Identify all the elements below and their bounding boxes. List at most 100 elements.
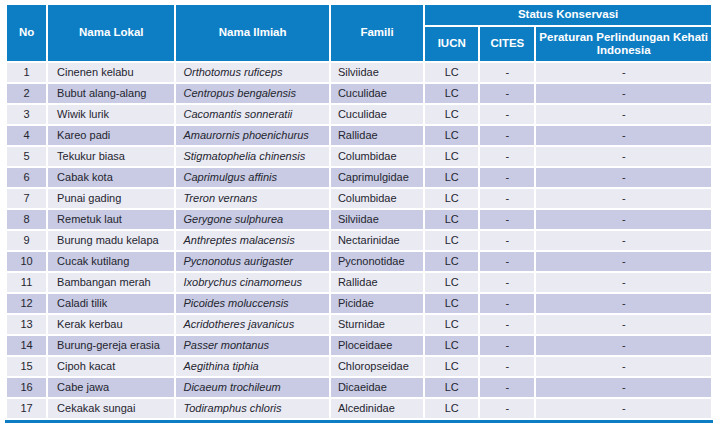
cell-iucn: LC (425, 189, 478, 208)
cell-famili: Alcedinidae (331, 399, 423, 418)
table-row: 8 Remetuk laut Gerygone sulphurea Silvii… (7, 210, 711, 229)
cell-famili: Rallidae (331, 273, 423, 292)
cell-famili: Caprimulgidae (331, 168, 423, 187)
cell-nama-ilmiah: Stigmatophelia chinensis (176, 147, 328, 166)
cell-famili: Cuculidae (331, 84, 423, 103)
table-row: 13 Kerak kerbau Acridotheres javanicus S… (7, 315, 711, 334)
cell-nama-ilmiah: Pycnonotus aurigaster (176, 252, 328, 271)
cell-peraturan: - (536, 315, 711, 334)
table-row: 17 Cekakak sungai Todiramphus chloris Al… (7, 399, 711, 418)
cell-no: 5 (7, 147, 46, 166)
cell-nama-lokal: Cucak kutilang (48, 252, 174, 271)
header-iucn: IUCN (425, 27, 478, 61)
header-nama-ilmiah: Nama Ilmiah (176, 5, 328, 61)
cell-nama-lokal: Cinenen kelabu (48, 63, 174, 82)
cell-famili: Dicaeidae (331, 378, 423, 397)
cell-peraturan: - (536, 273, 711, 292)
cell-iucn: LC (425, 357, 478, 376)
cell-nama-ilmiah: Aegithina tiphia (176, 357, 328, 376)
table-row: 3 Wiwik lurik Cacomantis sonneratii Cucu… (7, 105, 711, 124)
cell-nama-ilmiah: Todiramphus chloris (176, 399, 328, 418)
cell-peraturan: - (536, 252, 711, 271)
cell-cites: - (480, 315, 534, 334)
table-header: No Nama Lokal Nama Ilmiah Famili Status … (7, 5, 711, 61)
cell-iucn: LC (425, 294, 478, 313)
cell-cites: - (480, 126, 534, 145)
cell-no: 1 (7, 63, 46, 82)
cell-peraturan: - (536, 231, 711, 250)
cell-cites: - (480, 294, 534, 313)
cell-nama-ilmiah: Picoides moluccensis (176, 294, 328, 313)
cell-peraturan: - (536, 210, 711, 229)
table-row: 9 Burung madu kelapa Anthreptes malacens… (7, 231, 711, 250)
cell-iucn: LC (425, 315, 478, 334)
cell-no: 9 (7, 231, 46, 250)
cell-nama-ilmiah: Dicaeum trochileum (176, 378, 328, 397)
cell-nama-lokal: Burung madu kelapa (48, 231, 174, 250)
cell-cites: - (480, 105, 534, 124)
cell-famili: Pycnonotidae (331, 252, 423, 271)
cell-nama-lokal: Bubut alang-alang (48, 84, 174, 103)
cell-iucn: LC (425, 273, 478, 292)
cell-cites: - (480, 210, 534, 229)
cell-nama-lokal: Burung-gereja erasia (48, 336, 174, 355)
cell-iucn: LC (425, 231, 478, 250)
cell-no: 14 (7, 336, 46, 355)
cell-famili: Columbidae (331, 147, 423, 166)
table-row: 2 Bubut alang-alang Centropus bengalensi… (7, 84, 711, 103)
cell-peraturan: - (536, 378, 711, 397)
cell-cites: - (480, 399, 534, 418)
cell-peraturan: - (536, 84, 711, 103)
cell-cites: - (480, 252, 534, 271)
cell-iucn: LC (425, 84, 478, 103)
cell-peraturan: - (536, 294, 711, 313)
cell-famili: Silviidae (331, 63, 423, 82)
cell-cites: - (480, 84, 534, 103)
cell-nama-ilmiah: Ixobrychus cinamomeus (176, 273, 328, 292)
cell-nama-ilmiah: Gerygone sulphurea (176, 210, 328, 229)
table-row: 5 Tekukur biasa Stigmatophelia chinensis… (7, 147, 711, 166)
cell-nama-lokal: Tekukur biasa (48, 147, 174, 166)
cell-no: 17 (7, 399, 46, 418)
cell-peraturan: - (536, 63, 711, 82)
cell-no: 7 (7, 189, 46, 208)
cell-peraturan: - (536, 189, 711, 208)
header-no: No (7, 5, 46, 61)
cell-nama-lokal: Wiwik lurik (48, 105, 174, 124)
cell-cites: - (480, 63, 534, 82)
cell-no: 6 (7, 168, 46, 187)
cell-cites: - (480, 189, 534, 208)
cell-nama-ilmiah: Cacomantis sonneratii (176, 105, 328, 124)
cell-famili: Columbidae (331, 189, 423, 208)
cell-no: 8 (7, 210, 46, 229)
cell-cites: - (480, 231, 534, 250)
cell-nama-ilmiah: Centropus bengalensis (176, 84, 328, 103)
table-row: 16 Cabe jawa Dicaeum trochileum Dicaeida… (7, 378, 711, 397)
cell-famili: Nectarinidae (331, 231, 423, 250)
cell-peraturan: - (536, 126, 711, 145)
table-row: 1 Cinenen kelabu Orthotomus ruficeps Sil… (7, 63, 711, 82)
cell-no: 13 (7, 315, 46, 334)
cell-famili: Chloropseidae (331, 357, 423, 376)
cell-nama-lokal: Caladi tilik (48, 294, 174, 313)
cell-nama-lokal: Cekakak sungai (48, 399, 174, 418)
cell-peraturan: - (536, 147, 711, 166)
cell-iucn: LC (425, 210, 478, 229)
table-body: 1 Cinenen kelabu Orthotomus ruficeps Sil… (7, 63, 711, 418)
cell-famili: Cuculidae (331, 105, 423, 124)
cell-iucn: LC (425, 168, 478, 187)
cell-iucn: LC (425, 399, 478, 418)
cell-nama-lokal: Cabak kota (48, 168, 174, 187)
cell-nama-ilmiah: Acridotheres javanicus (176, 315, 328, 334)
header-status-konservasi: Status Konservasi (425, 5, 711, 25)
cell-iucn: LC (425, 378, 478, 397)
table-row: 4 Kareo padi Amaurornis phoenichurus Ral… (7, 126, 711, 145)
cell-iucn: LC (425, 147, 478, 166)
species-conservation-table: No Nama Lokal Nama Ilmiah Famili Status … (5, 3, 713, 423)
cell-nama-lokal: Kerak kerbau (48, 315, 174, 334)
header-peraturan: Peraturan Perlindungan Kehati Indonesia (536, 27, 711, 61)
table-row: 11 Bambangan merah Ixobrychus cinamomeus… (7, 273, 711, 292)
cell-famili: Ploceidaee (331, 336, 423, 355)
cell-iucn: LC (425, 336, 478, 355)
header-cites: CITES (480, 27, 534, 61)
